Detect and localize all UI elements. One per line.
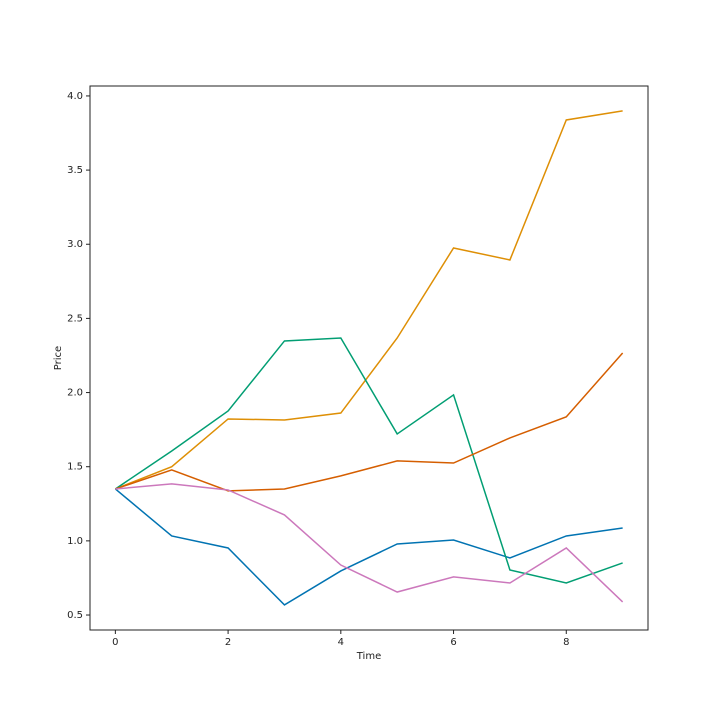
y-tick-label: 4.0	[67, 91, 83, 102]
y-axis-label: Price	[53, 346, 64, 370]
x-tick-label: 6	[450, 637, 456, 648]
x-tick-label: 2	[225, 637, 231, 648]
y-tick-label: 1.0	[67, 536, 83, 547]
plot-frame	[89, 85, 649, 631]
y-tick-label: 3.5	[67, 165, 83, 176]
series-line	[115, 483, 624, 603]
y-tick-label: 3.0	[67, 239, 83, 250]
series-line	[114, 337, 623, 584]
x-tick-label: 4	[338, 637, 344, 648]
x-tick-label: 8	[563, 637, 569, 648]
series-line	[114, 488, 623, 606]
series-line	[115, 352, 624, 492]
y-tick-label: 2.5	[67, 313, 83, 324]
x-axis-label: Time	[356, 651, 381, 662]
x-tick-label: 0	[112, 637, 118, 648]
y-tick-label: 0.5	[67, 610, 83, 621]
y-tick-label: 2.0	[67, 388, 83, 399]
series-line	[115, 110, 623, 490]
y-tick-label: 1.5	[67, 462, 83, 473]
